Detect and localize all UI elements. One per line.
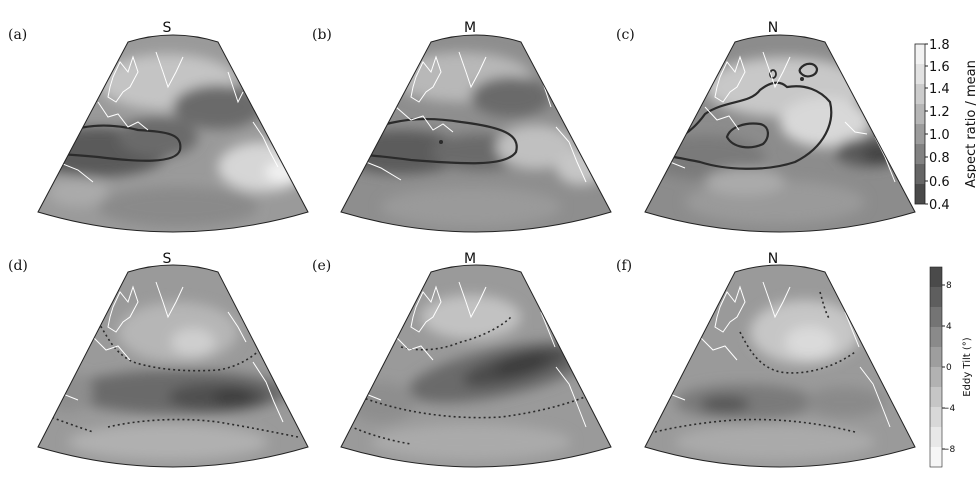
- map-panel-b: [340, 34, 612, 233]
- map-panel-e: [340, 264, 612, 468]
- map-panel-c: [644, 34, 916, 233]
- panel-title-d: S: [162, 251, 172, 267]
- panel-letter-f: (f): [616, 258, 633, 274]
- colorbar-bottom-label: Eddy Tilt (°): [962, 337, 973, 396]
- panel-letter-d: (d): [8, 258, 28, 274]
- colorbar-top-swatches: [914, 43, 926, 205]
- panel-title-f: N: [767, 251, 779, 267]
- colorbar-eddy-tilt: 8 4 0 −4 −8 Eddy Tilt (°): [929, 266, 973, 468]
- colorbar-top-tick: 1.2: [929, 105, 950, 120]
- panel-title-c: N: [767, 20, 779, 36]
- colorbar-top-tick: 0.8: [929, 151, 950, 166]
- map-panel-d: [37, 264, 309, 468]
- panel-title-e: M: [463, 251, 477, 267]
- colorbar-bottom-tick: −4: [942, 404, 956, 414]
- panel-title-b: M: [463, 20, 477, 36]
- colorbar-top-tick: 1.4: [929, 82, 950, 97]
- colorbar-top-tick: 1.6: [929, 60, 950, 75]
- panel-letter-e: (e): [312, 258, 332, 274]
- map-panel-f: [644, 264, 916, 468]
- panel-letter-b: (b): [312, 27, 332, 43]
- panel-title-a: S: [162, 20, 172, 36]
- colorbar-top-tick: 1.8: [929, 38, 950, 53]
- colorbar-bottom-tick: 0: [946, 363, 952, 373]
- colorbar-top-label: Aspect ratio / mean: [964, 60, 976, 188]
- colorbar-top-tick: 0.6: [929, 175, 950, 190]
- map-panel-a: [37, 34, 309, 233]
- colorbar-bottom-tick: −8: [942, 445, 956, 455]
- colorbar-aspect-ratio: 1.8 1.6 1.4 1.2 1.0 0.8 0.6 0.4 Aspect r…: [914, 38, 976, 213]
- panel-letter-a: (a): [8, 27, 28, 43]
- colorbar-bottom-tick: 8: [946, 281, 952, 291]
- colorbar-top-tick: 0.4: [929, 198, 950, 213]
- panel-letter-c: (c): [616, 27, 635, 43]
- colorbar-bottom-swatches: [929, 266, 943, 468]
- colorbar-bottom-tick: 4: [946, 322, 952, 332]
- colorbar-top-tick: 1.0: [929, 128, 950, 143]
